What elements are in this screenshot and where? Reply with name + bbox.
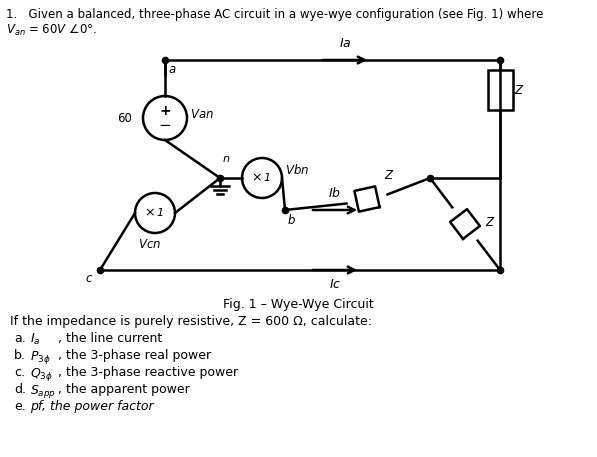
Text: $Ib$: $Ib$	[328, 186, 341, 200]
Text: Z: Z	[514, 84, 522, 96]
Text: n: n	[223, 154, 230, 164]
Text: 1: 1	[156, 208, 164, 218]
Text: , the 3-phase reactive power: , the 3-phase reactive power	[58, 366, 238, 379]
Text: a.: a.	[14, 332, 26, 345]
Text: e.: e.	[14, 400, 26, 413]
Text: If the impedance is purely resistive, Z = 600 Ω, calculate:: If the impedance is purely resistive, Z …	[10, 315, 372, 328]
Text: , the 3-phase real power: , the 3-phase real power	[58, 349, 211, 362]
Text: 1.   Given a balanced, three-phase AC circuit in a wye-wye configuration (see Fi: 1. Given a balanced, three-phase AC circ…	[6, 8, 543, 21]
Text: $S_{app}$: $S_{app}$	[30, 383, 56, 400]
Text: $Ia$: $Ia$	[338, 37, 351, 50]
Text: pf, the power factor: pf, the power factor	[30, 400, 153, 413]
Text: , the line current: , the line current	[58, 332, 162, 345]
Text: Z: Z	[485, 216, 493, 228]
Text: a: a	[169, 63, 176, 76]
Text: $Vbn$: $Vbn$	[285, 163, 309, 177]
Text: b.: b.	[14, 349, 26, 362]
Text: ×: ×	[144, 207, 155, 219]
Text: $Van$: $Van$	[190, 107, 214, 121]
Text: $Q_{3\phi}$: $Q_{3\phi}$	[30, 366, 53, 383]
Text: −: −	[159, 118, 171, 133]
Text: , the apparent power: , the apparent power	[58, 383, 190, 396]
Text: 60: 60	[118, 112, 133, 124]
Bar	[488, 70, 513, 110]
Text: +: +	[159, 104, 171, 118]
Text: c: c	[85, 272, 92, 285]
Text: $V_{an}$ = 60$V$ $\angle$0°.: $V_{an}$ = 60$V$ $\angle$0°.	[6, 23, 97, 38]
Text: 1: 1	[263, 173, 270, 183]
Text: $I_a$: $I_a$	[30, 332, 41, 347]
Text: ×: ×	[252, 171, 262, 185]
Text: b: b	[288, 214, 296, 227]
Text: $Ic$: $Ic$	[329, 278, 341, 291]
Text: Z: Z	[384, 169, 392, 182]
Text: $Vcn$: $Vcn$	[139, 238, 162, 251]
Text: Fig. 1 – Wye-Wye Circuit: Fig. 1 – Wye-Wye Circuit	[223, 298, 373, 311]
Text: $P_{3\phi}$: $P_{3\phi}$	[30, 349, 51, 366]
Text: d.: d.	[14, 383, 26, 396]
Text: c.: c.	[14, 366, 25, 379]
